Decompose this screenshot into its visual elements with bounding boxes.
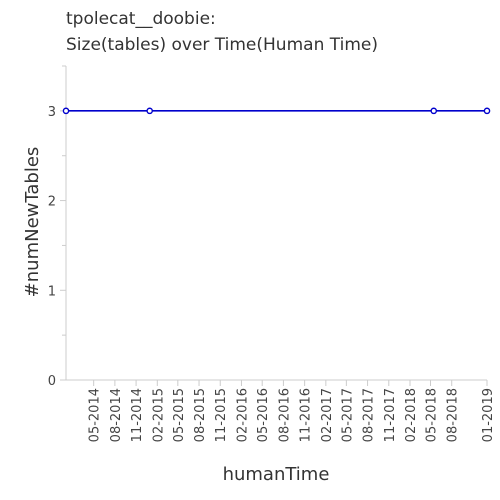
x-axis-ticks: 05-2014 08-2014 11-2014 02-2015 05-2015 08-20…: [88, 380, 496, 442]
x-tick-label: 01-2019: [481, 388, 496, 442]
data-point: [146, 107, 153, 115]
x-tick-label: 05-2017: [340, 388, 355, 442]
x-tick-label: 02-2016: [235, 388, 250, 442]
x-tick-label: 11-2016: [299, 388, 314, 442]
series-layer: [62, 107, 491, 115]
x-tick-label: 02-2015: [151, 388, 166, 442]
x-tick-label: 02-2017: [320, 388, 335, 442]
y-axis-label: #numNewTables: [22, 147, 43, 298]
y-tick-label: 1: [48, 284, 56, 299]
x-tick-label: 08-2014: [109, 388, 124, 442]
data-point: [483, 107, 491, 115]
x-tick-label: 11-2017: [383, 388, 398, 442]
x-tick-label: 05-2015: [172, 388, 187, 442]
x-tick-label: 08-2016: [277, 388, 292, 442]
x-tick-label: 11-2015: [214, 388, 229, 442]
x-tick-label: 11-2014: [130, 388, 145, 442]
y-tick-label: 2: [48, 195, 56, 210]
x-tick-label: 08-2017: [362, 388, 377, 442]
x-tick-label: 08-2015: [193, 388, 208, 442]
y-axis-ticks: 0 1 2 3: [48, 65, 66, 389]
chart-title: tpolecat__doobie:: [66, 9, 216, 29]
y-tick-label: 3: [48, 105, 56, 120]
x-tick-label: 08-2018: [446, 388, 461, 442]
data-point: [430, 107, 438, 115]
data-point: [62, 107, 70, 115]
y-tick-label: 0: [48, 374, 56, 389]
x-tick-label: 05-2016: [256, 388, 271, 442]
x-tick-label: 05-2014: [88, 388, 103, 442]
chart-subtitle: Size(tables) over Time(Human Time): [66, 35, 378, 55]
x-tick-label: 02-2018: [404, 388, 419, 442]
x-axis-label: humanTime: [223, 464, 330, 485]
x-tick-label: 05-2018: [425, 388, 440, 442]
